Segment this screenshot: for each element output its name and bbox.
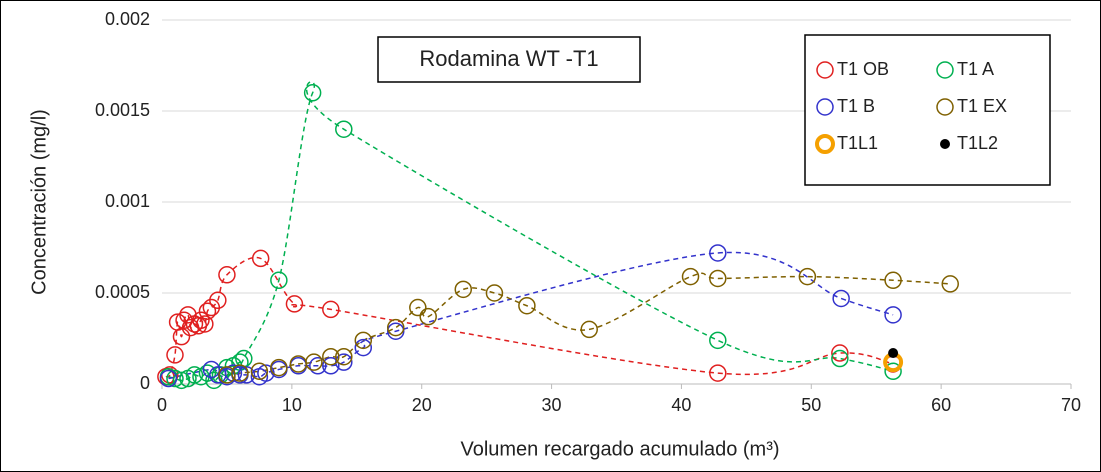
marker	[485, 284, 504, 302]
title-box	[377, 36, 641, 83]
x-tick-label: 10	[282, 395, 302, 415]
marker	[518, 296, 536, 315]
marker	[202, 360, 221, 379]
legend-label: T1 OB	[837, 59, 889, 79]
x-tick-label: 60	[931, 395, 951, 415]
marks	[157, 84, 959, 390]
marker	[709, 364, 727, 382]
legend-label: T1 B	[837, 96, 875, 116]
marker	[196, 315, 214, 333]
marker	[322, 357, 340, 375]
marker	[237, 366, 256, 384]
marker	[270, 271, 288, 290]
marker	[218, 266, 236, 284]
marker	[409, 298, 427, 317]
marker	[159, 369, 178, 388]
marker	[309, 357, 327, 375]
legend-label: T1 EX	[957, 96, 1007, 116]
marker	[209, 291, 227, 310]
x-tick-label: 20	[412, 395, 432, 415]
marker	[303, 84, 322, 102]
legend-label: T1L2	[957, 133, 998, 153]
marker	[709, 269, 727, 288]
trend-line	[165, 256, 894, 378]
marker	[185, 366, 204, 384]
marker	[250, 362, 269, 381]
marker	[270, 358, 288, 377]
marker	[815, 134, 835, 154]
y-tick-label: 0	[140, 373, 150, 393]
marker	[831, 349, 849, 368]
marker	[832, 289, 850, 308]
marker	[386, 322, 405, 340]
marker	[224, 364, 243, 382]
legend-label: T1L1	[837, 133, 878, 153]
y-tick-label: 0.001	[105, 191, 150, 211]
marker	[231, 364, 249, 382]
chart-title: Rodamina WT -T1	[419, 46, 598, 71]
marker	[354, 338, 373, 357]
marker	[305, 353, 323, 371]
marker	[709, 244, 727, 262]
marker	[884, 271, 902, 290]
y-tick-label: 0.0015	[95, 100, 150, 120]
marker	[192, 311, 210, 330]
marker	[580, 320, 598, 339]
marker	[454, 280, 473, 299]
marker	[940, 139, 950, 149]
marker	[816, 61, 834, 79]
y-axis-label: Concentración (mg/l)	[28, 109, 50, 295]
marker	[681, 267, 700, 286]
marker	[335, 347, 353, 366]
legend-box	[804, 34, 1051, 186]
marker	[419, 307, 437, 326]
x-tick-label: 50	[801, 395, 821, 415]
marker	[285, 295, 304, 313]
x-axis-label: Volumen recargado acumulado (m³)	[460, 438, 779, 460]
y-tick-label: 0.002	[105, 9, 150, 29]
legend-label: T1 A	[957, 59, 994, 79]
marker	[335, 120, 353, 138]
x-tick-label: 30	[542, 395, 562, 415]
marker	[322, 347, 340, 366]
marker	[166, 346, 184, 364]
x-tick-label: 70	[1061, 395, 1081, 415]
marker	[386, 318, 405, 337]
marker	[172, 327, 191, 346]
marker	[354, 331, 373, 350]
y-tick-label: 0.0005	[95, 282, 150, 302]
marker	[884, 306, 902, 324]
legend: T1 OB T1 A T1 B T1 EX T1L1 T1L2	[804, 34, 1051, 186]
marker	[166, 369, 184, 388]
grid: 0 0.0005 0.001 0.0015 0.002 0 10 20 30 40 50 60 70	[95, 9, 1081, 415]
marker	[936, 98, 954, 116]
x-tick-label: 0	[157, 395, 167, 415]
marker	[936, 61, 954, 79]
marker	[218, 366, 236, 384]
marker	[888, 348, 899, 359]
marker	[198, 302, 217, 320]
marker	[251, 249, 270, 268]
marker	[816, 98, 834, 116]
marker	[941, 275, 959, 293]
marker	[798, 267, 817, 286]
marker	[709, 331, 727, 350]
x-tick-label: 40	[671, 395, 691, 415]
marker	[831, 344, 849, 362]
marker	[322, 300, 340, 319]
marker	[884, 362, 902, 381]
